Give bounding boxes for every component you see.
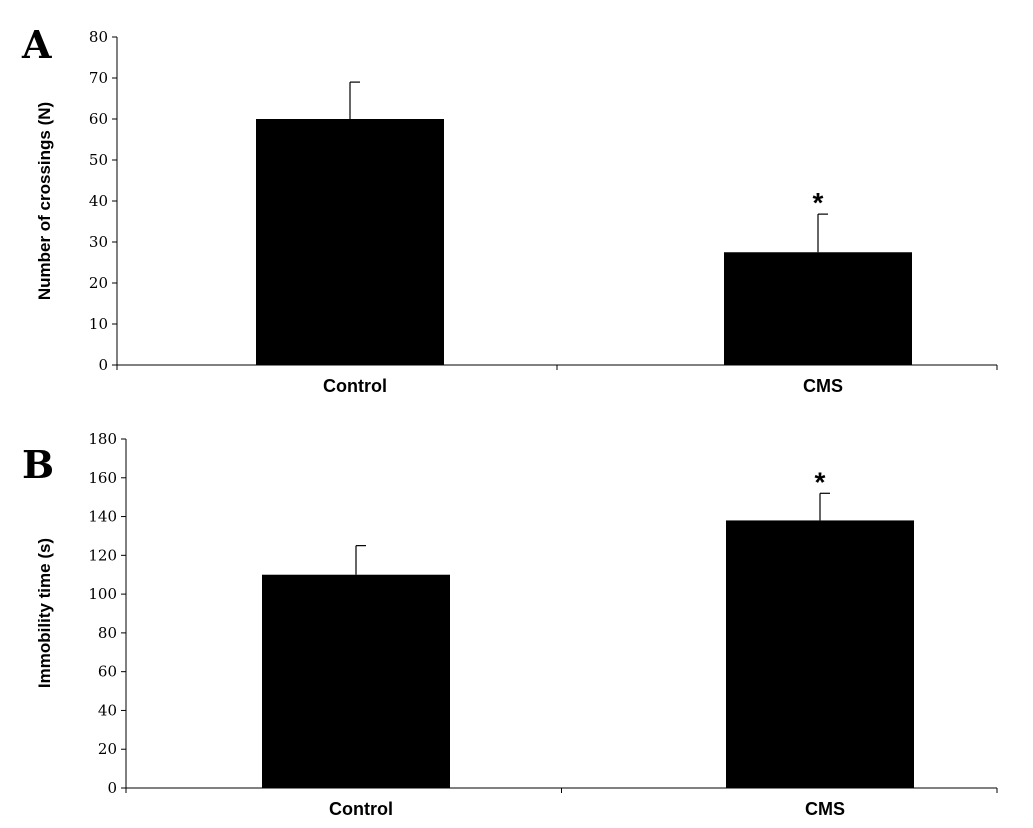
y-tick-label-b: 80 (98, 624, 117, 642)
y-tick-label-b: 120 (88, 546, 117, 564)
y-tick-label-b: 60 (98, 663, 117, 681)
y-tick-label-b: 20 (98, 740, 117, 758)
category-label-b: Control (329, 799, 393, 819)
y-tick-label-a: 0 (98, 356, 108, 374)
y-axis-title-a: Number of crossings (N) (35, 102, 54, 300)
significance-marker-a: * (813, 187, 824, 218)
category-label-b: CMS (805, 799, 845, 819)
y-tick-label-b: 100 (88, 585, 117, 603)
y-tick-label-a: 60 (89, 110, 108, 128)
y-tick-label-a: 50 (89, 151, 108, 169)
y-tick-label-a: 40 (89, 192, 108, 210)
panel-letter-a: A (21, 22, 52, 67)
bar-b-cms (726, 520, 914, 788)
bar-a-cms (724, 252, 912, 365)
y-tick-label-a: 70 (89, 69, 108, 87)
bar-a-control (256, 119, 444, 365)
y-tick-label-b: 40 (98, 701, 117, 719)
bar-b-control (262, 574, 450, 788)
y-tick-label-a: 80 (89, 28, 108, 46)
panel-b: B Immobility time (s) 0 20 40 60 80 100 120 140… (22, 430, 998, 819)
y-tick-label-a: 20 (89, 274, 108, 292)
category-label-a: Control (323, 376, 387, 396)
y-tick-label-a: 30 (89, 233, 108, 251)
y-tick-label-b: 0 (107, 779, 117, 797)
panel-letter-b: B (22, 442, 54, 487)
y-tick-label-a: 10 (89, 315, 108, 333)
panel-a: A Number of crossings (N) 0 10 20 30 40 50 60 7… (21, 22, 998, 396)
y-axis-title-b: Immobility time (s) (35, 538, 54, 688)
category-label-a: CMS (803, 376, 843, 396)
significance-marker-b: * (815, 466, 826, 497)
y-tick-label-b: 180 (88, 430, 117, 448)
y-tick-label-b: 160 (88, 469, 117, 487)
y-tick-label-b: 140 (88, 508, 117, 526)
